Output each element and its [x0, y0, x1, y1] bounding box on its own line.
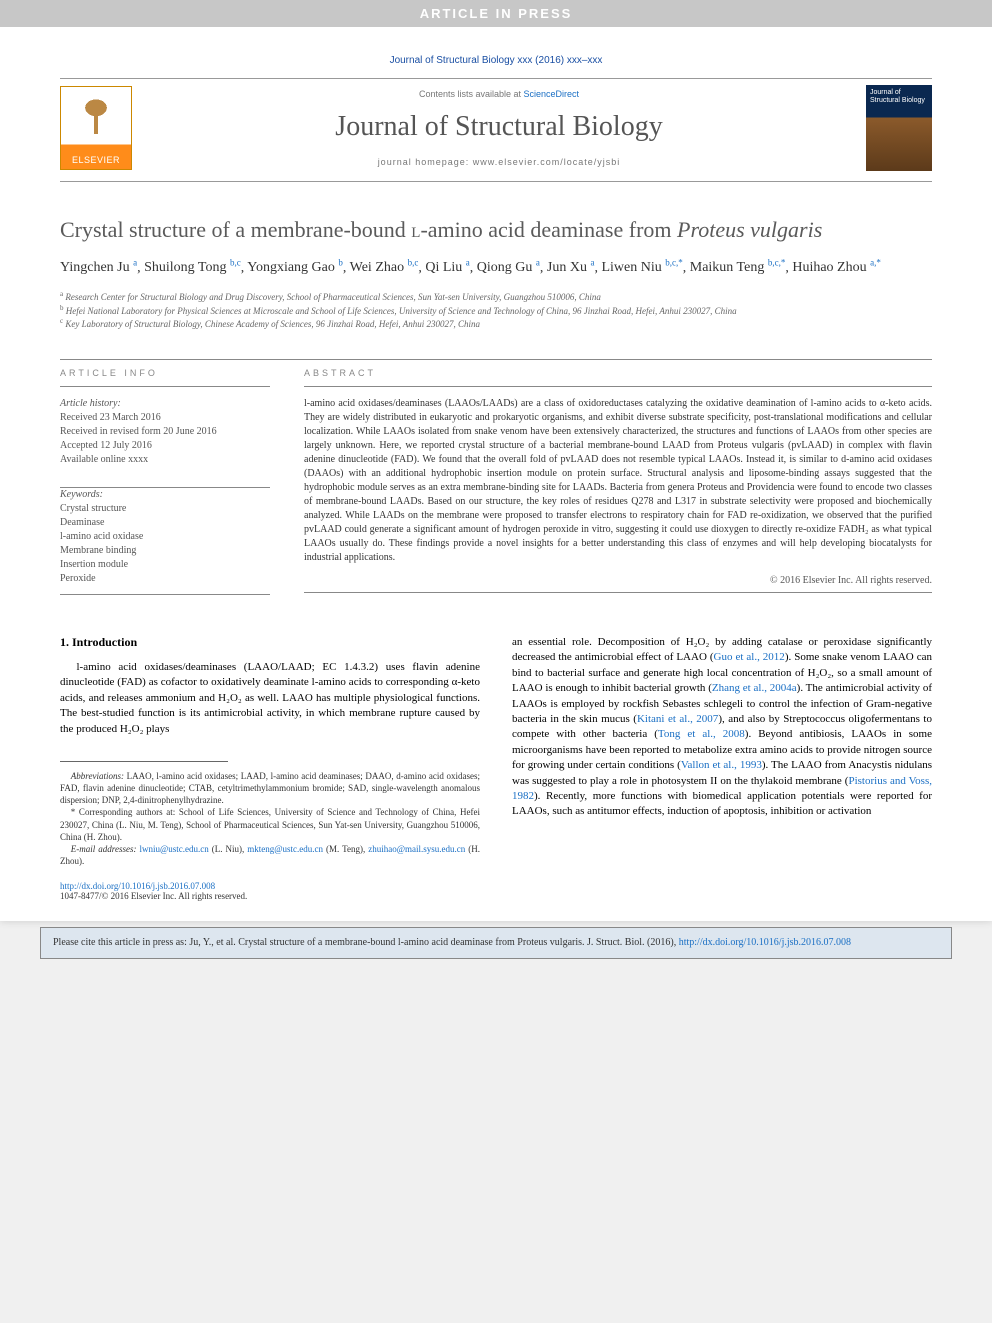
affiliations: a Research Center for Structural Biology…	[60, 290, 932, 331]
article-title: Crystal structure of a membrane-bound l-…	[60, 216, 932, 245]
keyword: Crystal structure	[60, 502, 270, 516]
revised-date: Received in revised form 20 June 2016	[60, 425, 270, 439]
abstract-head: ABSTRACT	[304, 360, 932, 387]
email-link[interactable]: mkteng@ustc.edu.cn	[247, 844, 323, 854]
keyword: Deaminase	[60, 516, 270, 530]
elsevier-label: ELSEVIER	[72, 151, 120, 169]
column-left: 1. Introduction l-amino acid oxidases/de…	[60, 635, 480, 867]
keywords: Keywords: Crystal structureDeaminasel-am…	[60, 488, 270, 595]
online-date: Available online xxxx	[60, 453, 270, 467]
author: Maikun Teng b,c,*	[690, 260, 786, 275]
keyword: Peroxide	[60, 572, 270, 586]
article-info-column: ARTICLE INFO Article history: Received 2…	[60, 360, 270, 595]
email-footnote: E-mail addresses: lwniu@ustc.edu.cn (L. …	[60, 843, 480, 867]
citation-box: Please cite this article in press as: Ju…	[40, 927, 952, 959]
journal-homepage: journal homepage: www.elsevier.com/locat…	[132, 157, 866, 167]
abbreviations-footnote: Abbreviations: LAAO, l-amino acid oxidas…	[60, 770, 480, 806]
citation-link[interactable]: Tong et al., 2008	[658, 728, 745, 740]
journal-name: Journal of Structural Biology	[132, 111, 866, 143]
citation-link[interactable]: Guo et al., 2012	[714, 651, 785, 663]
author: Yingchen Ju a	[60, 260, 137, 275]
author: Huihao Zhou a,*	[792, 260, 881, 275]
citation-link[interactable]: Kitani et al., 2007	[637, 713, 718, 725]
cover-title: Journal of Structural Biology	[866, 85, 932, 108]
footnote-divider	[60, 761, 228, 762]
article-history: Article history: Received 23 March 2016 …	[60, 397, 270, 467]
journal-header-center: Contents lists available at ScienceDirec…	[132, 89, 866, 167]
author: Shuilong Tong b,c	[144, 260, 241, 275]
intro-paragraph: l-amino acid oxidases/deaminases (LAAO/L…	[60, 660, 480, 737]
page: ARTICLE IN PRESS Journal of Structural B…	[0, 0, 992, 921]
info-abstract-row: ARTICLE INFO Article history: Received 2…	[60, 360, 932, 595]
email-link[interactable]: lwniu@ustc.edu.cn	[139, 844, 208, 854]
keyword: Membrane binding	[60, 544, 270, 558]
author: Liwen Niu b,c,*	[601, 260, 682, 275]
main-columns: 1. Introduction l-amino acid oxidases/de…	[60, 635, 932, 867]
journal-cover-thumbnail[interactable]: Journal of Structural Biology	[866, 85, 932, 171]
elsevier-tree-icon	[66, 91, 126, 147]
abstract-text: l-amino acid oxidases/deaminases (LAAOs/…	[304, 397, 932, 565]
doi-link[interactable]: http://dx.doi.org/10.1016/j.jsb.2016.07.…	[60, 881, 215, 891]
affiliation: a Research Center for Structural Biology…	[60, 290, 932, 304]
body-paragraph: an essential role. Decomposition of H₂O₂…	[512, 635, 932, 820]
keyword: Insertion module	[60, 558, 270, 572]
citation-doi-link[interactable]: http://dx.doi.org/10.1016/j.jsb.2016.07.…	[679, 937, 851, 948]
in-press-banner: ARTICLE IN PRESS	[0, 0, 992, 27]
affiliation: b Hefei National Laboratory for Physical…	[60, 304, 932, 318]
author: Qi Liu a	[425, 260, 469, 275]
author: Jun Xu a	[547, 260, 595, 275]
contents-line: Contents lists available at ScienceDirec…	[132, 89, 866, 99]
author-list: Yingchen Ju a, Shuilong Tong b,c, Yongxi…	[60, 257, 932, 279]
author: Wei Zhao b,c	[350, 260, 419, 275]
email-link[interactable]: zhuihao@mail.sysu.edu.cn	[368, 844, 465, 854]
column-right: an essential role. Decomposition of H₂O₂…	[512, 635, 932, 867]
journal-reference: Journal of Structural Biology xxx (2016)…	[0, 55, 992, 66]
author: Yongxiang Gao b	[247, 260, 343, 275]
journal-header: ELSEVIER Contents lists available at Sci…	[60, 78, 932, 182]
elsevier-logo[interactable]: ELSEVIER	[60, 86, 132, 170]
corresponding-footnote: * Corresponding authors at: School of Li…	[60, 806, 480, 842]
citation-link[interactable]: Vallon et al., 1993	[681, 759, 762, 771]
abstract-column: ABSTRACT l-amino acid oxidases/deaminase…	[304, 360, 932, 595]
issn-line: 1047-8477/© 2016 Elsevier Inc. All right…	[60, 891, 247, 901]
introduction-heading: 1. Introduction	[60, 635, 480, 650]
copyright: © 2016 Elsevier Inc. All rights reserved…	[304, 575, 932, 593]
keyword: l-amino acid oxidase	[60, 530, 270, 544]
citation-link[interactable]: Zhang et al., 2004a	[712, 682, 797, 694]
received-date: Received 23 March 2016	[60, 411, 270, 425]
affiliation: c Key Laboratory of Structural Biology, …	[60, 317, 932, 331]
doi-block: http://dx.doi.org/10.1016/j.jsb.2016.07.…	[60, 881, 932, 901]
article-info-head: ARTICLE INFO	[60, 360, 270, 387]
accepted-date: Accepted 12 July 2016	[60, 439, 270, 453]
sciencedirect-link[interactable]: ScienceDirect	[524, 89, 580, 99]
article-body: Crystal structure of a membrane-bound l-…	[0, 182, 992, 867]
author: Qiong Gu a	[477, 260, 540, 275]
